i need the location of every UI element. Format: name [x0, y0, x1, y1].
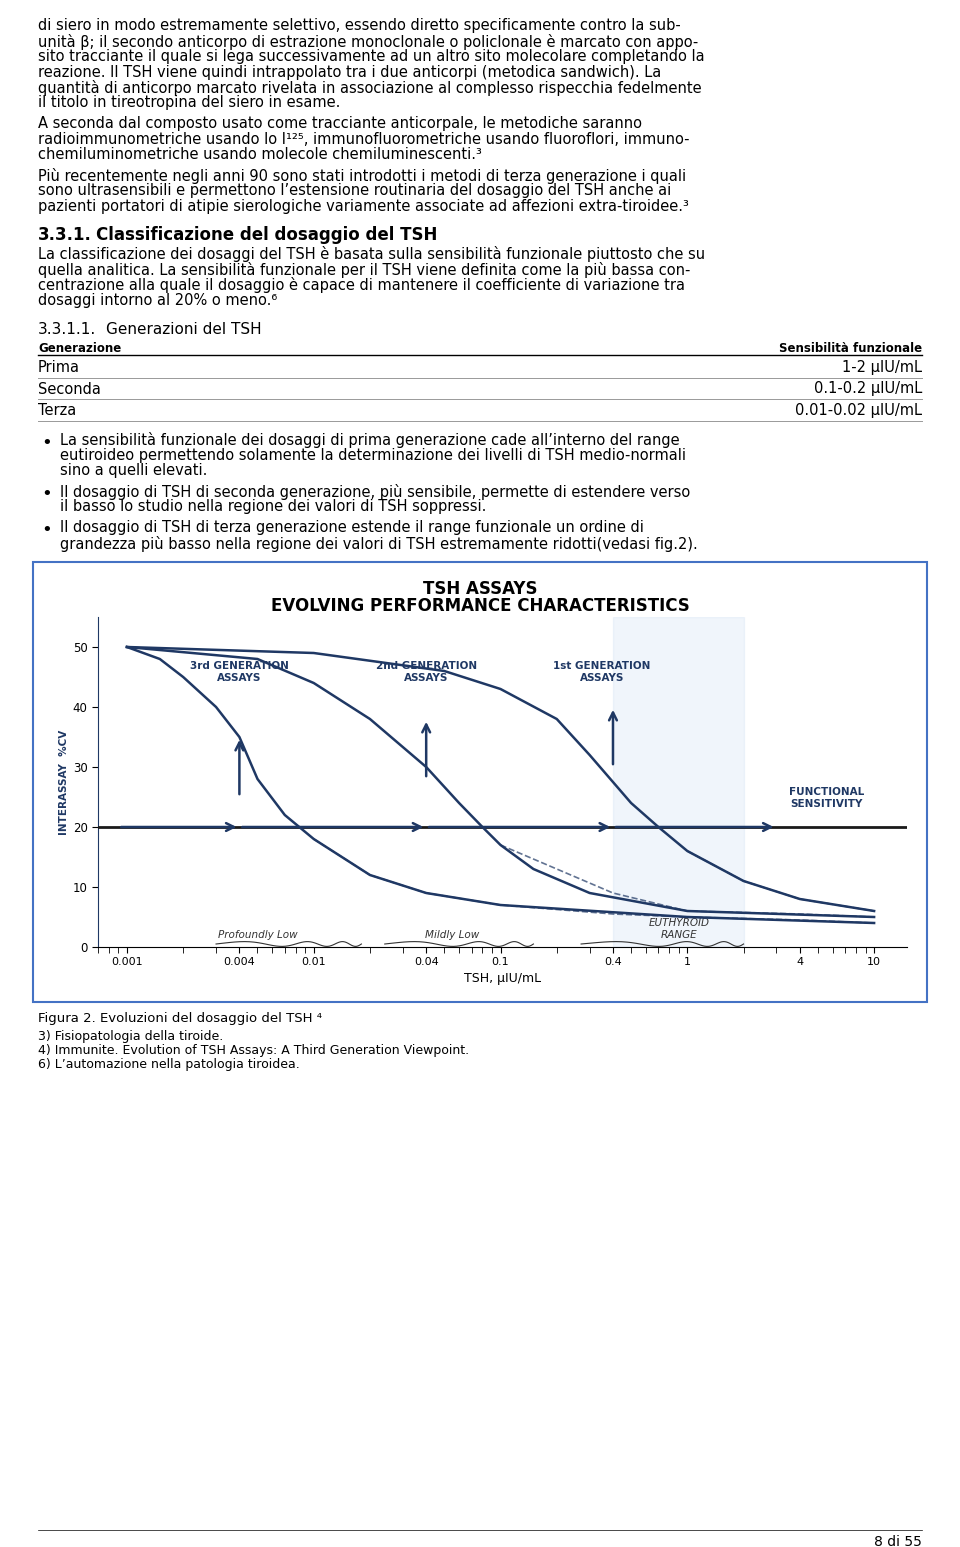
- Text: quantità di anticorpo marcato rivelata in associazione al complesso rispecchia f: quantità di anticorpo marcato rivelata i…: [38, 80, 702, 96]
- Text: EUTHYROID
RANGE: EUTHYROID RANGE: [648, 919, 709, 941]
- Text: Terza: Terza: [38, 404, 76, 418]
- Text: sito tracciante il quale si lega successivamente ad un altro sito molecolare com: sito tracciante il quale si lega success…: [38, 50, 705, 63]
- Text: 3rd GENERATION
ASSAYS: 3rd GENERATION ASSAYS: [190, 662, 289, 682]
- Text: radioimmunometriche usando lo I¹²⁵, immunofluorometriche usando fluoroflori, imm: radioimmunometriche usando lo I¹²⁵, immu…: [38, 131, 689, 147]
- X-axis label: TSH, μIU/mL: TSH, μIU/mL: [464, 972, 541, 984]
- Bar: [33, 562, 927, 1002]
- Text: Più recentemente negli anni 90 sono stati introdotti i metodi di terza generazio: Più recentemente negli anni 90 sono stat…: [38, 167, 686, 184]
- Text: chemiluminometriche usando molecole chemiluminescenti.³: chemiluminometriche usando molecole chem…: [38, 147, 482, 162]
- Text: A seconda dal composto usato come tracciante anticorpale, le metodiche saranno: A seconda dal composto usato come tracci…: [38, 116, 642, 131]
- Text: La classificazione dei dosaggi del TSH è basata sulla sensibilità funzionale piu: La classificazione dei dosaggi del TSH è…: [38, 246, 706, 261]
- Bar: [613, 617, 744, 947]
- Text: grandezza più basso nella regione dei valori di TSH estremamente ridotti(vedasi : grandezza più basso nella regione dei va…: [60, 535, 698, 551]
- Text: pazienti portatori di atipie sierologiche variamente associate ad affezioni extr: pazienti portatori di atipie sierologich…: [38, 198, 689, 213]
- Text: 8 di 55: 8 di 55: [875, 1535, 922, 1547]
- Text: Seconda: Seconda: [38, 382, 101, 396]
- Text: •: •: [41, 433, 52, 452]
- Text: Prima: Prima: [38, 360, 80, 374]
- Text: 3.3.1.: 3.3.1.: [38, 226, 92, 244]
- Text: dosaggi intorno al 20% o meno.⁶: dosaggi intorno al 20% o meno.⁶: [38, 292, 277, 308]
- Text: unità β; il secondo anticorpo di estrazione monoclonale o policlonale è marcato : unità β; il secondo anticorpo di estrazi…: [38, 34, 698, 50]
- Text: 1st GENERATION
ASSAYS: 1st GENERATION ASSAYS: [554, 662, 651, 682]
- Text: quella analitica. La sensibilità funzionale per il TSH viene definita come la pi: quella analitica. La sensibilità funzion…: [38, 261, 690, 277]
- Y-axis label: INTERASSAY  %CV: INTERASSAY %CV: [59, 729, 68, 835]
- Text: il titolo in tireotropina del siero in esame.: il titolo in tireotropina del siero in e…: [38, 96, 341, 110]
- Text: 0.01-0.02 μIU/mL: 0.01-0.02 μIU/mL: [795, 404, 922, 418]
- Text: Generazioni del TSH: Generazioni del TSH: [106, 322, 262, 337]
- Text: Generazione: Generazione: [38, 342, 121, 354]
- Text: 4) Immunite. Evolution of TSH Assays: A Third Generation Viewpoint.: 4) Immunite. Evolution of TSH Assays: A …: [38, 1044, 469, 1057]
- Text: il basso lo studio nella regione dei valori di TSH soppressi.: il basso lo studio nella regione dei val…: [60, 500, 487, 515]
- Text: Mildly Low: Mildly Low: [425, 930, 479, 941]
- Text: 0.1-0.2 μIU/mL: 0.1-0.2 μIU/mL: [814, 382, 922, 396]
- Text: reazione. Il TSH viene quindi intrappolato tra i due anticorpi (metodica sandwic: reazione. Il TSH viene quindi intrappola…: [38, 65, 661, 79]
- Text: •: •: [41, 486, 52, 503]
- Text: 2nd GENERATION
ASSAYS: 2nd GENERATION ASSAYS: [375, 662, 477, 682]
- Text: Figura 2. Evoluzioni del dosaggio del TSH ⁴: Figura 2. Evoluzioni del dosaggio del TS…: [38, 1012, 322, 1026]
- Text: centrazione alla quale il dosaggio è capace di mantenere il coefficiente di vari: centrazione alla quale il dosaggio è cap…: [38, 277, 685, 292]
- Text: sono ultrasensibili e permettono l’estensione routinaria del dosaggio del TSH an: sono ultrasensibili e permettono l’esten…: [38, 183, 671, 198]
- Text: eutiroideo permettendo solamente la determinazione dei livelli di TSH medio-norm: eutiroideo permettendo solamente la dete…: [60, 449, 686, 463]
- Text: 3) Fisiopatologia della tiroide.: 3) Fisiopatologia della tiroide.: [38, 1030, 224, 1043]
- Text: di siero in modo estremamente selettivo, essendo diretto specificamente contro l: di siero in modo estremamente selettivo,…: [38, 19, 681, 32]
- Text: 1-2 μIU/mL: 1-2 μIU/mL: [842, 360, 922, 374]
- Text: EVOLVING PERFORMANCE CHARACTERISTICS: EVOLVING PERFORMANCE CHARACTERISTICS: [271, 597, 689, 616]
- Text: sino a quelli elevati.: sino a quelli elevati.: [60, 464, 207, 478]
- Text: Sensibilità funzionale: Sensibilità funzionale: [779, 342, 922, 354]
- Text: FUNCTIONAL
SENSITIVITY: FUNCTIONAL SENSITIVITY: [789, 787, 864, 809]
- Text: Profoundly Low: Profoundly Low: [218, 930, 298, 941]
- Text: Classificazione del dosaggio del TSH: Classificazione del dosaggio del TSH: [96, 226, 438, 244]
- Text: TSH ASSAYS: TSH ASSAYS: [422, 580, 538, 599]
- Text: Il dosaggio di TSH di terza generazione estende il range funzionale un ordine di: Il dosaggio di TSH di terza generazione …: [60, 520, 644, 535]
- Text: La sensibilità funzionale dei dosaggi di prima generazione cade all’interno del : La sensibilità funzionale dei dosaggi di…: [60, 433, 680, 449]
- Text: 3.3.1.1.: 3.3.1.1.: [38, 322, 96, 337]
- Text: 6) L’automazione nella patologia tiroidea.: 6) L’automazione nella patologia tiroide…: [38, 1058, 300, 1071]
- Text: •: •: [41, 521, 52, 538]
- Text: Il dosaggio di TSH di seconda generazione, più sensibile, permette di estendere : Il dosaggio di TSH di seconda generazion…: [60, 484, 690, 500]
